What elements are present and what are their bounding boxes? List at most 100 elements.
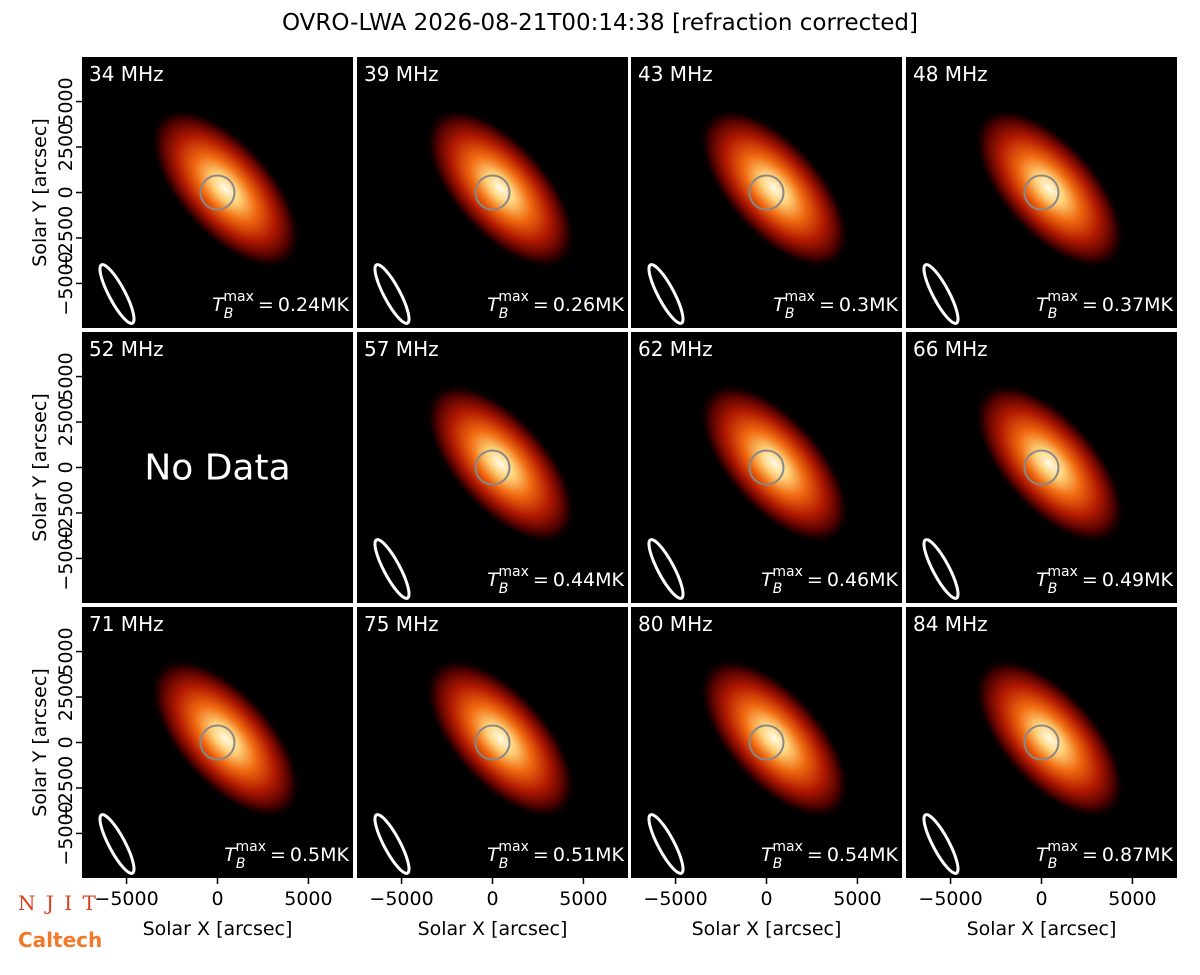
radio-source <box>424 107 577 270</box>
solar-disk <box>199 174 236 211</box>
image-panel <box>82 332 353 603</box>
solar-disk <box>748 174 785 211</box>
beam <box>98 813 136 875</box>
radio-source <box>149 657 302 820</box>
tmax-value: 0.54MK <box>827 844 899 866</box>
tmax-symbol: T <box>1036 569 1049 591</box>
tmax-sub: B <box>1048 856 1058 872</box>
y-tick-label: −5000 <box>55 801 77 865</box>
solar-disk <box>199 724 236 761</box>
panel-title: 48 MHz <box>913 62 988 86</box>
tmax-sub: B <box>236 856 246 872</box>
panel-title: 57 MHz <box>364 337 439 361</box>
tmax-annotation: TBmax = 0.87MK <box>1036 839 1173 872</box>
beam <box>647 538 685 600</box>
panel-title: 62 MHz <box>638 337 713 361</box>
tmax-sub: B <box>773 856 783 872</box>
x-axis-label: Solar X [arcsec] <box>418 918 568 940</box>
tmax-sup: max <box>235 839 266 855</box>
beam <box>922 813 960 875</box>
x-axis-label: Solar X [arcsec] <box>692 918 842 940</box>
tmax-value: 0.37MK <box>1102 294 1174 316</box>
tmax-value: 0.26MK <box>553 294 625 316</box>
solar-disk <box>474 449 511 486</box>
x-axis-label: Solar X [arcsec] <box>143 918 293 940</box>
beam <box>98 263 136 325</box>
y-tick-label: 5000 <box>55 352 77 400</box>
tmax-value: 0.51MK <box>553 844 625 866</box>
tmax-sup: max <box>784 289 815 305</box>
tmax-annotation: TBmax = 0.54MK <box>761 839 898 872</box>
panel-title: 39 MHz <box>364 62 439 86</box>
y-axis-label: Solar Y [arcsec] <box>29 668 51 816</box>
y-tick-label: −2500 <box>55 206 77 270</box>
source-emission <box>973 382 1126 545</box>
x-tick-label: 0 <box>486 888 498 910</box>
radio-source <box>973 657 1126 820</box>
x-tick-label: 5000 <box>559 888 607 910</box>
panel-title: 52 MHz <box>89 337 164 361</box>
radio-source <box>698 657 851 820</box>
tmax-symbol: T <box>761 844 774 866</box>
radio-source <box>424 657 577 820</box>
y-tick-label: 2500 <box>55 673 77 721</box>
panel-title: 84 MHz <box>913 612 988 636</box>
panel-title: 43 MHz <box>638 62 713 86</box>
tmax-relation: = <box>819 294 835 316</box>
x-tick-label: −5000 <box>918 888 982 910</box>
beam <box>647 813 685 875</box>
tmax-sup: max <box>772 839 803 855</box>
tmax-sub: B <box>1048 306 1058 322</box>
tmax-sup: max <box>1047 289 1078 305</box>
y-tick-label: 2500 <box>55 398 77 446</box>
tmax-value: 0.87MK <box>1102 844 1174 866</box>
tmax-symbol: T <box>761 569 774 591</box>
figure-title: OVRO-LWA 2026-08-21T00:14:38 [refraction… <box>282 10 918 36</box>
source-emission <box>698 657 851 820</box>
panel-title: 66 MHz <box>913 337 988 361</box>
tmax-symbol: T <box>487 569 500 591</box>
y-tick-label: 5000 <box>55 627 77 675</box>
x-tick-label: 5000 <box>284 888 332 910</box>
y-tick-label: −2500 <box>55 756 77 820</box>
beam <box>373 263 411 325</box>
x-axis-label: Solar X [arcsec] <box>967 918 1117 940</box>
tmax-relation: = <box>1082 294 1098 316</box>
tmax-annotation: TBmax = 0.49MK <box>1036 564 1173 597</box>
source-emission <box>698 107 851 270</box>
tmax-relation: = <box>807 569 823 591</box>
x-tick-label: 0 <box>1035 888 1047 910</box>
beam <box>647 263 685 325</box>
source-emission <box>973 107 1126 270</box>
tmax-symbol: T <box>212 294 225 316</box>
source-emission <box>424 382 577 545</box>
tmax-symbol: T <box>487 844 500 866</box>
tmax-sup: max <box>772 564 803 580</box>
x-tick-label: −5000 <box>94 888 158 910</box>
solar-disk <box>474 724 511 761</box>
solar-disk <box>1023 724 1060 761</box>
source-emission <box>149 657 302 820</box>
tmax-sub: B <box>773 581 783 597</box>
tmax-value: 0.44MK <box>553 569 625 591</box>
tmax-symbol: T <box>1036 844 1049 866</box>
x-tick-label: 0 <box>760 888 772 910</box>
tmax-relation: = <box>807 844 823 866</box>
tmax-value: 0.3MK <box>839 294 899 316</box>
x-tick-label: −5000 <box>643 888 707 910</box>
tmax-annotation: TBmax = 0.24MK <box>212 289 349 322</box>
x-tick-label: 5000 <box>833 888 881 910</box>
tmax-sub: B <box>785 306 795 322</box>
solar-disk <box>474 174 511 211</box>
x-tick-label: −5000 <box>369 888 433 910</box>
tmax-annotation: TBmax = 0.26MK <box>487 289 624 322</box>
logo: N J I T <box>18 891 98 915</box>
source-emission <box>973 657 1126 820</box>
y-tick-label: 5000 <box>55 77 77 125</box>
tmax-sup: max <box>498 564 529 580</box>
tmax-sup: max <box>498 289 529 305</box>
y-tick-label: 0 <box>55 461 77 473</box>
x-tick-label: 0 <box>211 888 223 910</box>
